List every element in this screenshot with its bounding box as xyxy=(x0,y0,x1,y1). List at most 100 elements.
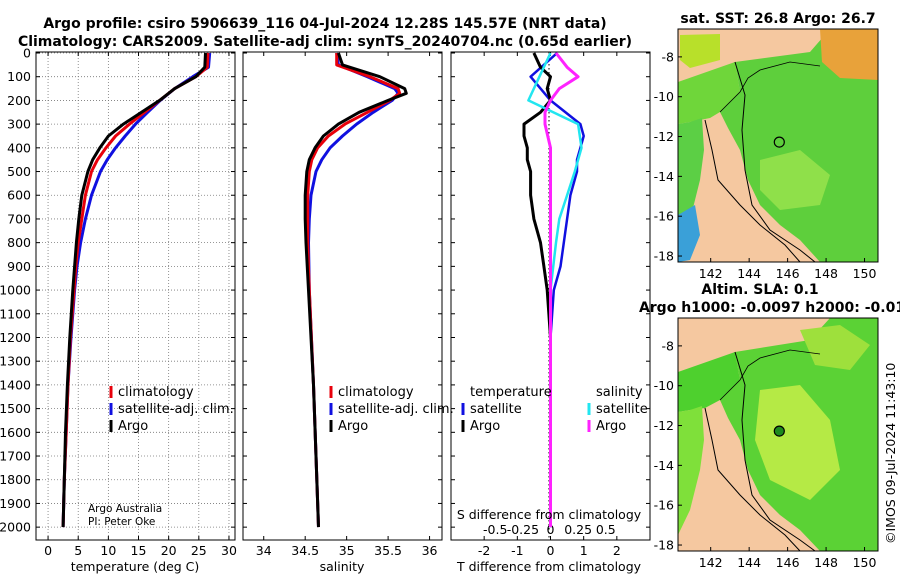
map-y-tick-label: -12 xyxy=(654,129,674,144)
s-tick-label: 0.25 xyxy=(564,522,592,537)
sla-map-subtitle: Argo h1000: -0.0097 h2000: -0.01 xyxy=(639,300,900,316)
map-y-tick-label: -12 xyxy=(654,418,674,433)
salinity-argo-diff-line xyxy=(543,52,580,528)
map-y-tick-label: -14 xyxy=(654,169,674,184)
map-y-tick-label: -8 xyxy=(662,49,675,64)
temperature-legend: climatology satellite-adj. clim. Argo xyxy=(109,385,234,434)
imos-stamp: ©IMOS 09-Jul-2024 11:43:10 xyxy=(883,363,898,544)
difference-x-ticks: -2 -1 0 1 2 xyxy=(478,52,621,558)
x-tick-label: 10 xyxy=(100,543,116,558)
map-x-tick-label: 148 xyxy=(814,555,838,570)
map-y-tick-label: -10 xyxy=(654,378,674,393)
depth-tick-label: 1200 xyxy=(0,330,31,345)
depth-tick-label: 2000 xyxy=(0,520,31,535)
sla-map-west-water xyxy=(678,406,704,535)
map-axis-ticks: 142 144 146 148 150 -8 -10 -12 -14 -16 -18 142 144 14… xyxy=(654,49,877,570)
s-tick-label: -0.5 xyxy=(483,522,507,537)
map-x-tick-label: 146 xyxy=(776,266,800,281)
depth-tick-label: 200 xyxy=(7,93,31,108)
sla-map-patch xyxy=(755,385,840,500)
sla-map xyxy=(677,317,879,552)
legend-satellite: satellite-adj. clim. xyxy=(118,402,234,417)
sst-map-frame xyxy=(677,28,879,263)
salinity-climatology-line xyxy=(306,53,402,528)
map-y-tick-label: -18 xyxy=(654,538,674,553)
x-tick-label: 15 xyxy=(131,543,147,558)
sla-map-patch-north xyxy=(800,325,870,370)
map-x-tick-label: 150 xyxy=(853,266,877,281)
sst-map-shelf-contour xyxy=(734,61,816,263)
sla-map-frame xyxy=(677,317,879,552)
sla-map-gulf-water xyxy=(678,352,740,412)
legend-salinity-heading: salinity xyxy=(596,385,643,400)
x-tick-label: 1 xyxy=(580,543,588,558)
depth-tick-label: 600 xyxy=(7,188,31,203)
legend-argo: Argo xyxy=(338,419,368,434)
legend-s-argo: Argo xyxy=(596,419,626,434)
map-y-tick-label: -16 xyxy=(654,498,674,513)
depth-tick-label: 1300 xyxy=(0,354,31,369)
legend-t-satellite: satellite xyxy=(470,402,522,417)
s-tick-label: -0.25 xyxy=(507,522,539,537)
salinity-difference-ticks: -0.5 -0.25 0 0.25 0.5 xyxy=(483,522,616,537)
sst-map-gulf-water xyxy=(678,62,740,124)
map-y-tick-label: -18 xyxy=(654,249,674,264)
x-tick-label: 34.5 xyxy=(291,543,319,558)
sst-map-coastline-north xyxy=(719,61,821,113)
map-x-tick-label: 146 xyxy=(776,555,800,570)
legend-temperature-heading: temperature xyxy=(470,385,552,400)
depth-tick-label: 1900 xyxy=(0,496,31,511)
map-y-tick-label: -16 xyxy=(654,209,674,224)
depth-tick-marks xyxy=(36,52,650,528)
depth-tick-label: 1800 xyxy=(0,472,31,487)
salinity-xlabel: salinity xyxy=(320,559,365,574)
sst-map-patch xyxy=(760,150,830,210)
temperature-profiles xyxy=(61,52,212,528)
depth-tick-labels: 0 100 200 300 400 500 600 700 800 900 1000 1100 1200… xyxy=(0,46,31,535)
depth-tick-label: 0 xyxy=(23,46,31,61)
temperature-satellite-diff-line xyxy=(529,52,585,528)
map-y-tick-label: -8 xyxy=(662,338,675,353)
depth-tick-label: 1400 xyxy=(0,377,31,392)
sla-map-title: Altim. SLA: 0.1 xyxy=(701,282,818,298)
title-line1: Argo profile: csiro 5906639_116 04-Jul-2… xyxy=(43,16,606,32)
depth-tick-label: 500 xyxy=(7,164,31,179)
salinity-legend: climatology satellite-adj. clim. Argo xyxy=(329,385,454,434)
x-tick-label: 35.5 xyxy=(374,543,402,558)
sst-map-title: sat. SST: 26.8 Argo: 26.7 xyxy=(680,11,875,27)
depth-tick-label: 100 xyxy=(7,69,31,84)
s-tick-label: 0 xyxy=(547,522,555,537)
sst-map-coral-sea xyxy=(720,29,878,262)
depth-tick-label: 1600 xyxy=(0,425,31,440)
map-x-tick-label: 148 xyxy=(814,266,838,281)
sst-map-warm-patch-west xyxy=(680,34,720,68)
map-x-tick-label: 144 xyxy=(737,266,761,281)
map-x-tick-label: 144 xyxy=(737,555,761,570)
depth-tick-label: 1500 xyxy=(0,401,31,416)
x-tick-label: 36 xyxy=(422,543,438,558)
credit-pi: PI: Peter Oke xyxy=(88,516,155,528)
sla-map-coastline-north xyxy=(719,349,821,401)
depth-tick-label: 400 xyxy=(7,140,31,155)
salinity-profiles xyxy=(303,52,408,528)
title-line2: Climatology: CARS2009. Satellite-adj cli… xyxy=(18,34,632,50)
depth-tick-label: 800 xyxy=(7,235,31,250)
temperature-argo-line xyxy=(61,52,207,528)
x-tick-label: 35 xyxy=(339,543,355,558)
credit-org: Argo Australia xyxy=(88,503,162,515)
salinity-x-ticks: 34 34.5 35 35.5 36 xyxy=(256,52,438,558)
sst-map-coastline xyxy=(704,119,801,263)
x-tick-label: 2 xyxy=(613,543,621,558)
salinity-panel-frame xyxy=(242,51,443,541)
temperature-panel-frame xyxy=(35,51,236,541)
temperature-argo-diff-line xyxy=(522,52,552,528)
sst-map-cool-patch xyxy=(678,205,700,262)
x-tick-label: 0 xyxy=(547,543,555,558)
map-x-tick-label: 150 xyxy=(853,555,877,570)
difference-xlabel: T difference from climatology xyxy=(456,559,642,574)
legend-climatology: climatology xyxy=(338,385,414,400)
x-tick-label: -2 xyxy=(478,543,490,558)
legend-t-argo: Argo xyxy=(470,419,500,434)
x-tick-label: 5 xyxy=(74,543,82,558)
